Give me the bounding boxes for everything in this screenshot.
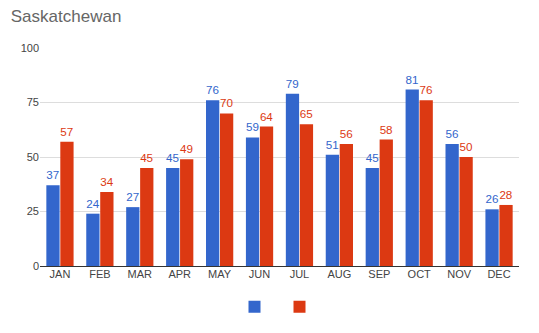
svg-text:50: 50 [27, 151, 39, 163]
svg-text:NOV: NOV [447, 268, 472, 280]
svg-text:56: 56 [446, 127, 459, 140]
svg-text:76: 76 [206, 83, 219, 96]
svg-text:JAN: JAN [50, 268, 71, 280]
svg-text:MAR: MAR [128, 268, 153, 280]
svg-text:76: 76 [420, 83, 433, 96]
svg-text:0: 0 [33, 260, 39, 272]
svg-text:27: 27 [126, 190, 139, 203]
svg-text:JUL: JUL [290, 268, 310, 280]
svg-text:26: 26 [485, 192, 498, 205]
svg-text:100: 100 [21, 42, 39, 54]
svg-text:51: 51 [326, 138, 339, 151]
svg-text:28: 28 [499, 188, 512, 201]
svg-text:OCT: OCT [408, 268, 432, 280]
svg-text:65: 65 [300, 107, 313, 120]
svg-text:59: 59 [246, 120, 259, 133]
svg-text:24: 24 [86, 197, 99, 210]
svg-text:34: 34 [100, 175, 113, 188]
svg-text:75: 75 [27, 96, 39, 108]
svg-text:50: 50 [459, 140, 472, 153]
svg-text:APR: APR [168, 268, 191, 280]
svg-text:70: 70 [220, 96, 233, 109]
svg-text:SEP: SEP [368, 268, 390, 280]
svg-text:DEC: DEC [487, 268, 510, 280]
svg-text:JUN: JUN [249, 268, 270, 280]
svg-text:64: 64 [260, 110, 273, 123]
svg-text:AUG: AUG [327, 268, 351, 280]
svg-text:49: 49 [180, 142, 193, 155]
svg-text:45: 45 [366, 151, 379, 164]
svg-text:45: 45 [166, 151, 179, 164]
svg-text:37: 37 [46, 168, 59, 181]
svg-text:MAY: MAY [208, 268, 232, 280]
svg-text:58: 58 [380, 123, 393, 136]
svg-text:57: 57 [60, 125, 73, 138]
svg-text:25: 25 [27, 205, 39, 217]
svg-text:45: 45 [140, 151, 153, 164]
svg-text:81: 81 [406, 73, 419, 86]
svg-text:79: 79 [286, 77, 299, 90]
svg-text:FEB: FEB [89, 268, 110, 280]
svg-text:Saskatchewan: Saskatchewan [11, 7, 122, 26]
svg-text:56: 56 [340, 127, 353, 140]
